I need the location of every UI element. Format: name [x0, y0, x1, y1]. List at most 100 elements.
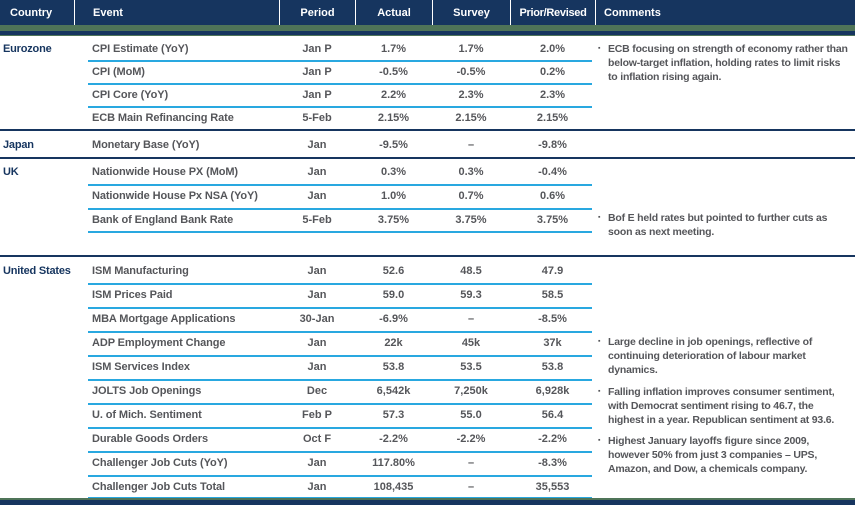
column-header-actual: Actual	[355, 0, 432, 25]
survey-cell: 7,250k	[454, 385, 488, 397]
prior-cell: 58.5	[541, 289, 564, 301]
period-cell: Jan	[307, 165, 327, 178]
actual-cell: 1.7%	[380, 42, 407, 55]
row-divider-line	[88, 231, 592, 233]
prior-cell: -0.4%	[538, 165, 567, 178]
event-cell: U. of Mich. Sentiment	[92, 409, 202, 421]
period-cell: Dec	[306, 385, 328, 397]
comment-item: ▪ Bof E held rates but pointed to furthe…	[598, 211, 851, 239]
actual-cell: 108,435	[373, 481, 414, 493]
column-header-survey: Survey	[432, 0, 510, 25]
row-divider-line	[88, 427, 592, 429]
period-cell: Jan	[307, 457, 327, 469]
row-divider-line	[88, 105, 592, 108]
survey-cell: 53.5	[460, 361, 482, 373]
prior-cell: 2.3%	[539, 88, 566, 101]
actual-cell: 22k	[384, 337, 403, 349]
table-row: Challenger Job Cuts Total Jan 108,435 – 35,5…	[74, 475, 595, 499]
column-header-comments: Comments	[595, 0, 855, 25]
prior-cell: 0.2%	[539, 65, 566, 78]
table-row: Challenger Job Cuts (YoY) Jan 117.80% – -8.3…	[74, 451, 595, 475]
row-divider-line	[88, 283, 592, 285]
event-cell: ISM Services Index	[92, 361, 190, 373]
period-cell: Jan	[307, 337, 327, 349]
footer-bar	[0, 500, 855, 505]
prior-cell: -8.5%	[538, 313, 567, 325]
table-row: Durable Goods Orders Oct F -2.2% -2.2% -2.2%	[74, 427, 595, 451]
survey-cell: 3.75%	[455, 213, 487, 226]
table-row: ISM Manufacturing Jan 52.6 48.5 47.9	[74, 259, 595, 283]
event-cell: CPI Estimate (YoY)	[92, 42, 189, 55]
period-cell: Jan P	[302, 88, 332, 101]
actual-cell: 2.15%	[377, 111, 410, 124]
event-cell: Nationwide House PX (MoM)	[92, 165, 239, 178]
comment-item: ▪ Highest January layoffs figure since 2…	[598, 434, 851, 476]
survey-cell: 2.15%	[455, 111, 487, 124]
period-cell: Jan P	[302, 42, 332, 55]
table-row: Monetary Base (YoY) Jan -9.5% – -9.8%	[74, 133, 595, 156]
table-row: MBA Mortgage Applications 30-Jan -6.9% – -8.…	[74, 307, 595, 331]
actual-cell: 117.80%	[372, 457, 415, 469]
survey-cell: 55.0	[460, 409, 482, 421]
country-label: Eurozone	[3, 42, 52, 55]
event-cell: Challenger Job Cuts Total	[92, 481, 225, 493]
column-header-label: Prior/Revised	[519, 6, 587, 19]
actual-cell: 52.6	[382, 265, 405, 277]
row-divider-line	[88, 331, 592, 333]
comment-item: ▪ Large decline in job openings, reflect…	[598, 335, 851, 377]
header-accent-navy-strip	[0, 31, 855, 35]
event-cell: CPI Core (YoY)	[92, 88, 169, 101]
event-cell: ADP Employment Change	[92, 337, 226, 349]
row-divider-line	[88, 379, 592, 381]
column-header-country: Country	[0, 0, 74, 25]
prior-cell: 47.9	[541, 265, 564, 277]
table-row: U. of Mich. Sentiment Feb P 57.3 55.0 56.4	[74, 403, 595, 427]
prior-cell: 56.4	[541, 409, 564, 421]
table-row: Nationwide House PX (MoM) Jan 0.3% 0.3% -0.4…	[74, 160, 595, 184]
row-divider-line	[88, 207, 592, 210]
comment-text: Bof E held rates but pointed to further …	[608, 212, 828, 238]
row-divider-line	[88, 183, 592, 186]
prior-cell: 2.0%	[539, 42, 566, 55]
prior-cell: -9.8%	[538, 138, 567, 151]
table-row: ISM Prices Paid Jan 59.0 59.3 58.5	[74, 283, 595, 307]
row-divider-line	[88, 475, 592, 477]
event-cell: Durable Goods Orders	[92, 433, 208, 445]
event-cell: ISM Manufacturing	[92, 265, 189, 277]
section-divider-line	[0, 157, 855, 159]
event-cell: ECB Main Refinancing Rate	[92, 111, 234, 124]
bullet-icon: ▪	[598, 388, 601, 395]
event-cell: Monetary Base (YoY)	[92, 138, 200, 151]
survey-cell: 45k	[461, 337, 481, 349]
table-row: ISM Services Index Jan 53.8 53.5 53.8	[74, 355, 595, 379]
period-cell: Jan	[307, 138, 327, 151]
bullet-icon: ▪	[598, 338, 601, 345]
actual-cell: 53.8	[382, 361, 405, 373]
actual-cell: 2.2%	[380, 88, 407, 101]
survey-cell: 1.7%	[458, 42, 484, 55]
prior-cell: 3.75%	[536, 213, 569, 226]
column-header-prior-revised: Prior/Revised	[510, 0, 595, 25]
survey-cell: –	[467, 457, 475, 469]
actual-cell: -0.5%	[379, 65, 408, 78]
actual-cell: -9.5%	[379, 138, 408, 151]
prior-cell: 35,553	[535, 481, 570, 493]
actual-cell: 57.3	[382, 409, 405, 421]
column-header-label: Survey	[453, 6, 490, 19]
event-cell: Bank of England Bank Rate	[92, 213, 234, 226]
row-divider-line	[88, 307, 592, 309]
actual-cell: 0.3%	[380, 165, 407, 178]
survey-cell: –	[467, 138, 475, 151]
survey-cell: –	[467, 481, 475, 493]
header-accent-green-thin-strip	[0, 35, 855, 36]
survey-cell: –	[467, 313, 475, 325]
comment-item: ▪ Falling inflation improves consumer se…	[598, 385, 851, 427]
prior-cell: -8.3%	[538, 457, 567, 469]
table-row: CPI Core (YoY) Jan P 2.2% 2.3% 2.3%	[74, 83, 595, 106]
survey-cell: -0.5%	[456, 65, 486, 78]
bullet-icon: ▪	[598, 214, 601, 221]
survey-cell: -2.2%	[456, 433, 486, 445]
actual-cell: 59.0	[382, 289, 405, 301]
column-header-period: Period	[279, 0, 355, 25]
actual-cell: -2.2%	[379, 433, 408, 445]
